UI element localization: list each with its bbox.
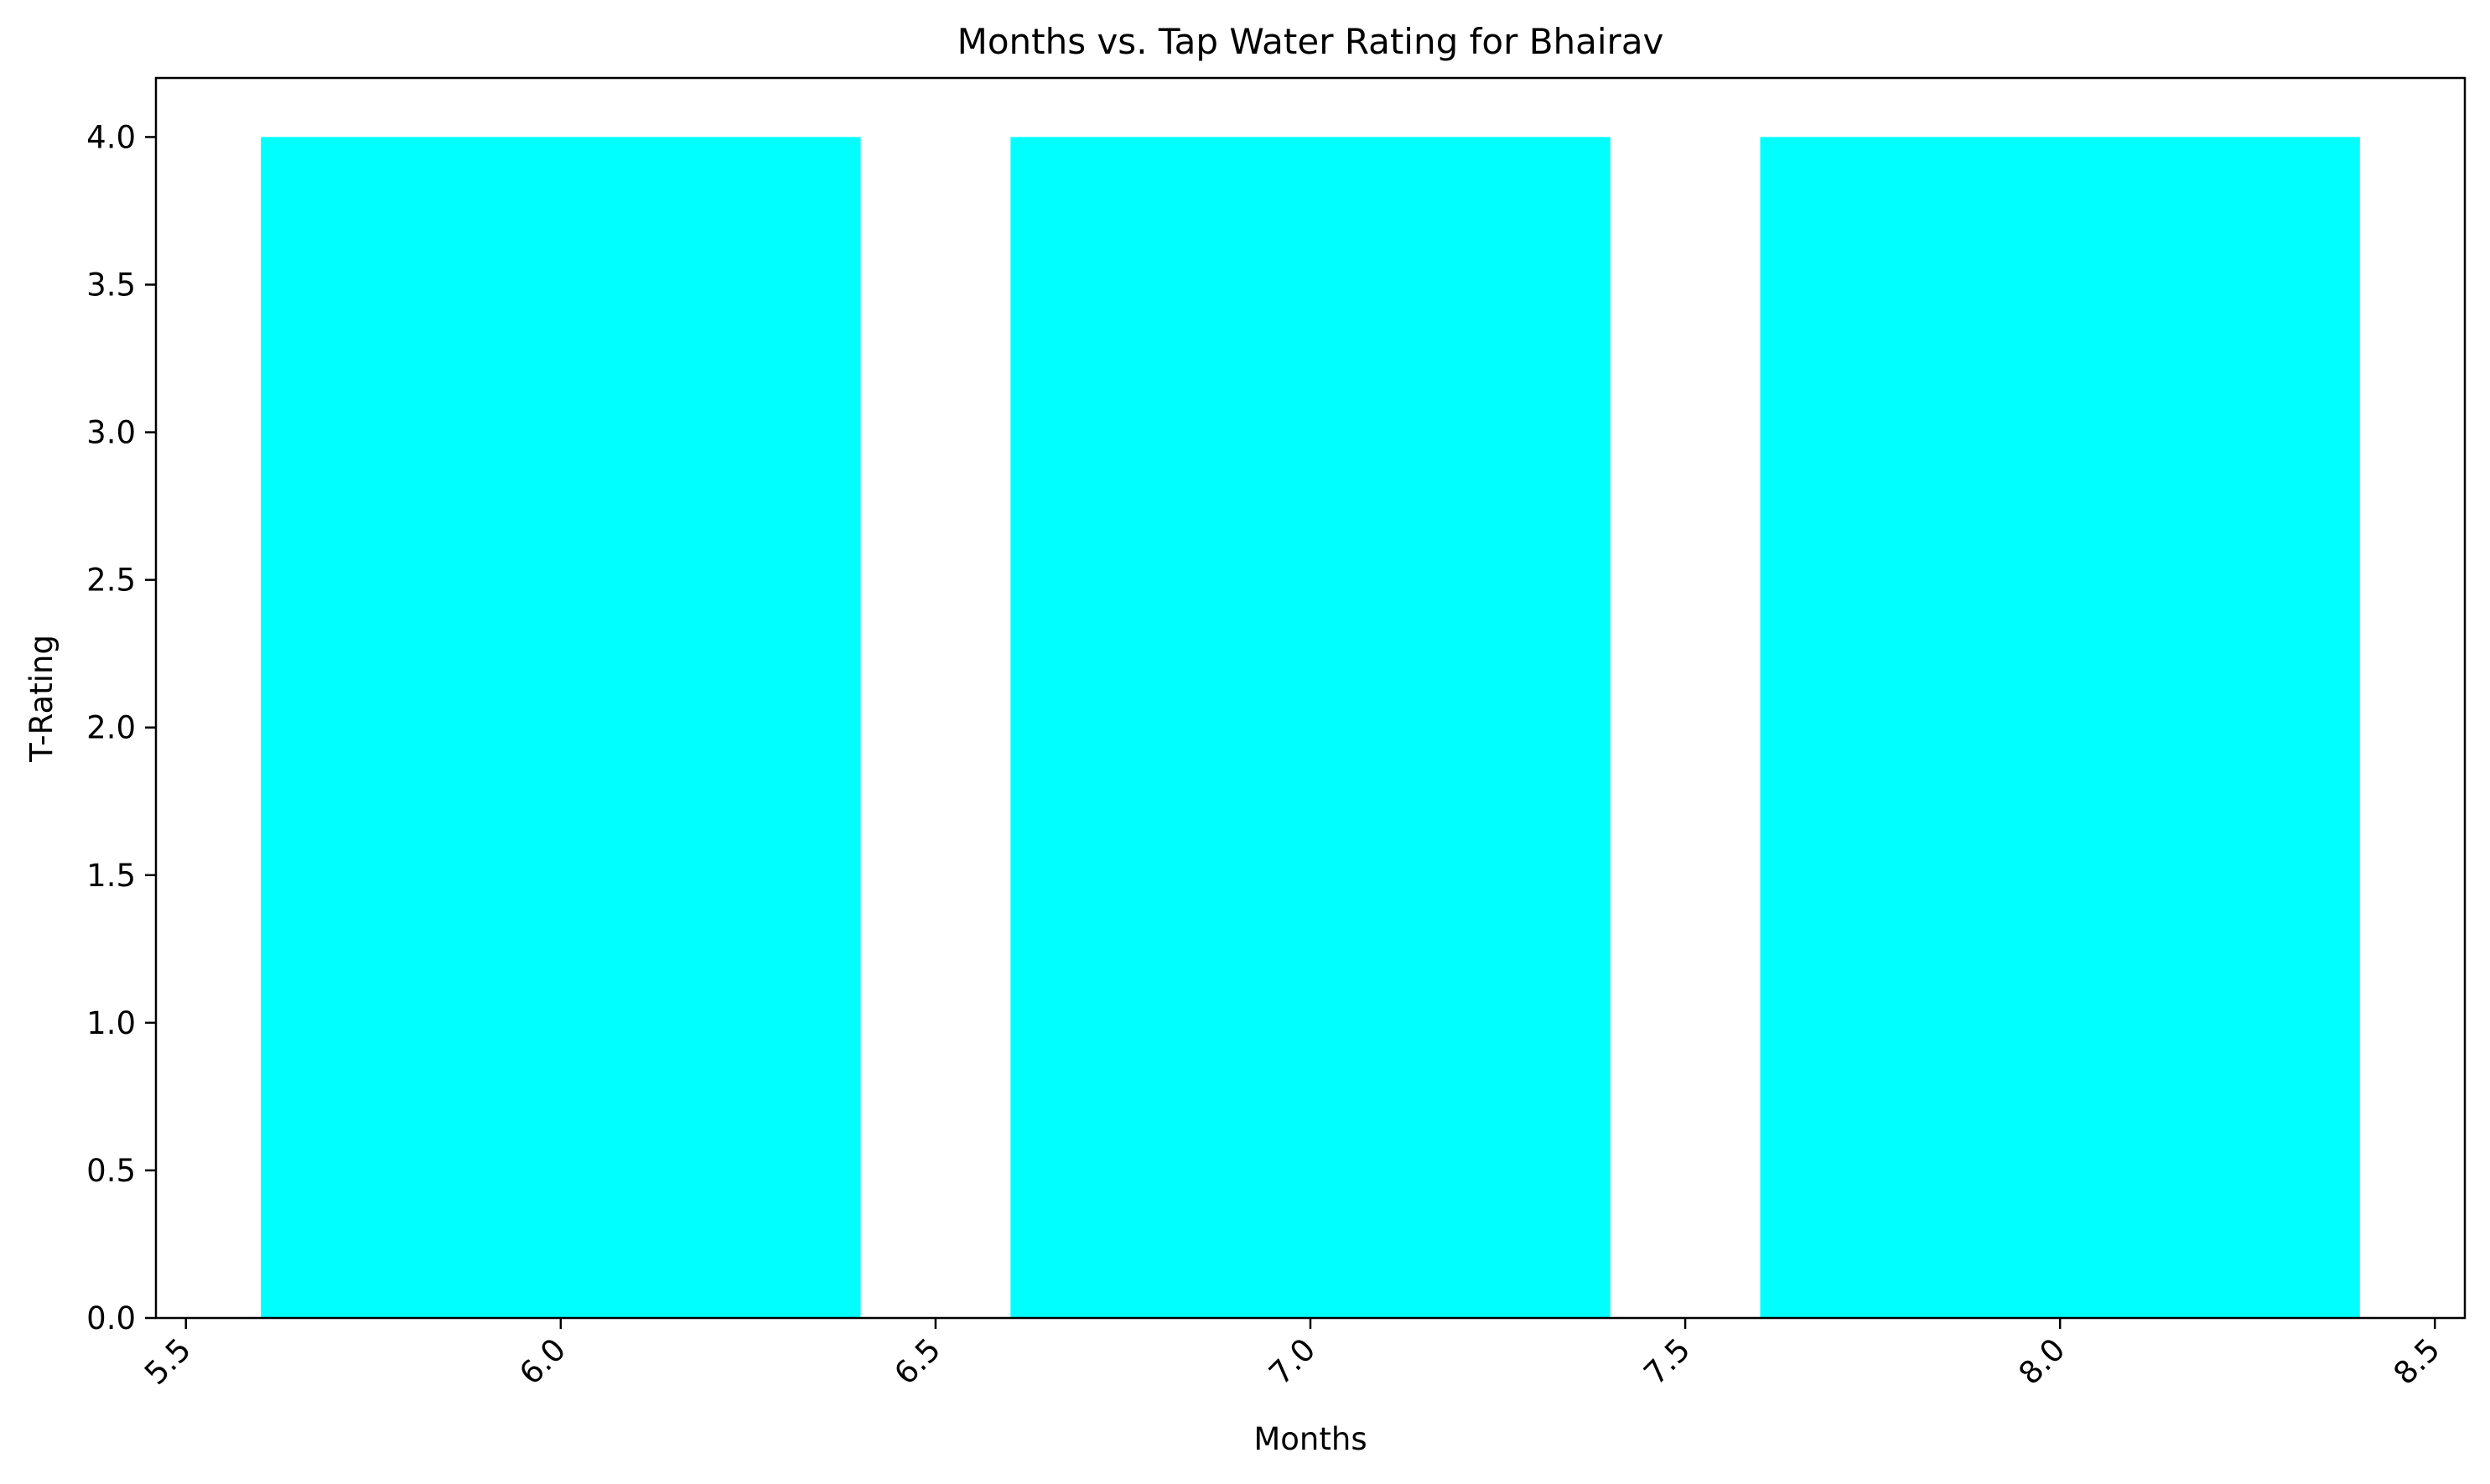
bar-month-6 [261,137,861,1318]
bar-month-7 [1010,137,1611,1318]
y-tick-label: 0.0 [86,1300,136,1336]
y-axis-label: T-Rating [23,635,60,763]
y-tick-label: 2.0 [86,710,136,746]
y-tick-label: 0.5 [86,1153,136,1189]
chart-title: Months vs. Tap Water Rating for Bhairav [957,21,1664,62]
y-tick-label: 1.5 [86,858,136,894]
bar-month-8 [1760,137,2360,1318]
y-tick-label: 4.0 [86,119,136,155]
x-axis-label: Months [1253,1421,1367,1457]
y-tick-label: 2.5 [86,563,136,599]
bars-group [261,137,2360,1318]
y-tick-label: 1.0 [86,1005,136,1041]
y-axis: 0.0 0.5 1.0 1.5 2.0 2.5 3.0 3.5 4.0 [86,119,156,1336]
y-tick-label: 3.0 [86,415,136,451]
y-tick-label: 3.5 [86,267,136,304]
